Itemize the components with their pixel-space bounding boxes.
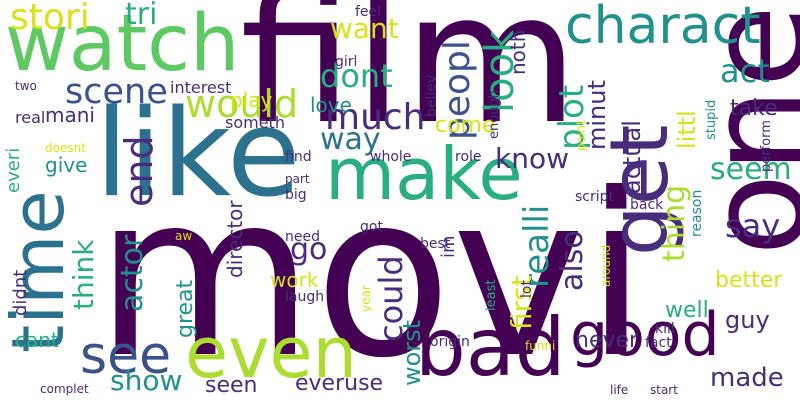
- cloud-word: thing: [657, 185, 692, 263]
- cloud-word: good: [570, 300, 720, 370]
- cloud-word: littl: [673, 110, 701, 149]
- cloud-word: funni: [525, 339, 556, 353]
- cloud-word: work: [270, 268, 319, 292]
- cloud-word: mani: [45, 103, 95, 127]
- cloud-word: minut: [583, 80, 611, 150]
- cloud-word: lot: [519, 280, 535, 298]
- cloud-word: would: [185, 82, 299, 126]
- cloud-word: point: [574, 120, 588, 151]
- cloud-word: everuse: [295, 371, 384, 396]
- cloud-word: noth: [506, 30, 530, 76]
- cloud-word: big: [285, 187, 307, 203]
- cloud-word: film: [240, 0, 579, 164]
- cloud-word: like: [95, 85, 301, 224]
- cloud-word: laugh: [285, 289, 325, 305]
- cloud-word: life: [610, 383, 629, 397]
- cloud-word: movi: [95, 146, 648, 400]
- cloud-word: worst: [398, 320, 426, 387]
- cloud-word: interest: [170, 78, 232, 97]
- cloud-word: best: [420, 236, 451, 252]
- cloud-word: act: [720, 52, 770, 90]
- cloud-word: stori: [10, 0, 90, 38]
- cloud-word: need: [285, 229, 320, 245]
- cloud-word: kill: [655, 321, 675, 337]
- cloud-word: whole: [370, 149, 412, 165]
- cloud-word: role: [455, 149, 482, 165]
- cloud-word: bad: [415, 301, 566, 394]
- cloud-word: stupid: [704, 100, 719, 141]
- cloud-word: take: [730, 96, 778, 121]
- cloud-word: seem: [710, 152, 792, 187]
- cloud-word: aw: [175, 229, 193, 243]
- cloud-word: doesnt: [45, 141, 86, 155]
- cloud-word: everi: [3, 148, 24, 194]
- cloud-word: better: [715, 268, 783, 293]
- cloud-word: fact: [645, 335, 672, 351]
- cloud-word: real: [15, 108, 46, 127]
- cloud-word: script: [575, 189, 615, 205]
- cloud-word: around: [599, 245, 613, 288]
- cloud-word: dont: [320, 57, 393, 95]
- cloud-word: go: [290, 232, 328, 267]
- cloud-word: origin: [430, 334, 470, 350]
- cloud-word: guy: [725, 306, 770, 334]
- cloud-word: two: [15, 79, 37, 93]
- cloud-word: perform: [759, 120, 774, 172]
- cloud-word: tri: [125, 0, 158, 32]
- cloud-word: much: [325, 97, 426, 138]
- cloud-word: know: [495, 142, 569, 175]
- cloud-word: scene: [65, 72, 168, 112]
- cloud-word: cant: [15, 328, 59, 352]
- cloud-word: well: [665, 298, 709, 323]
- cloud-word: least: [484, 280, 499, 312]
- cloud-word: find: [285, 149, 312, 165]
- cloud-word: reason: [689, 190, 705, 238]
- cloud-word: end: [117, 135, 161, 207]
- cloud-word: make: [325, 132, 523, 216]
- cloud-word: start: [650, 383, 678, 397]
- cloud-word: girl: [335, 54, 358, 70]
- cloud-word: didnt: [10, 270, 31, 317]
- cloud-word: got: [360, 219, 383, 235]
- cloud-word: enough: [487, 90, 502, 139]
- cloud-word: see: [80, 326, 172, 386]
- cloud-word: play: [230, 88, 273, 112]
- cloud-word: show: [110, 364, 183, 397]
- cloud-word: back: [630, 197, 664, 213]
- cloud-word: year: [359, 285, 373, 312]
- cloud-word: believ: [424, 75, 440, 118]
- cloud-word: director: [223, 200, 247, 278]
- cloud-word: made: [710, 363, 784, 393]
- cloud-word: think: [67, 240, 100, 311]
- cloud-word: seen: [205, 373, 258, 398]
- cloud-word: also: [555, 230, 590, 291]
- cloud-word: way: [320, 122, 381, 157]
- cloud-word: great: [173, 280, 198, 339]
- cloud-word: want: [330, 12, 399, 45]
- cloud-word: complet: [40, 382, 89, 396]
- cloud-word: someth: [225, 113, 285, 132]
- cloud-word: love: [310, 93, 352, 117]
- cloud-word: watch: [5, 0, 240, 89]
- cloud-word: charact: [565, 0, 761, 56]
- cloud-word: feel: [355, 4, 382, 20]
- cloud-word: say: [725, 207, 781, 245]
- cloud-word: actual: [618, 120, 646, 194]
- cloud-word: never: [575, 328, 639, 353]
- cloud-word: give: [45, 153, 88, 177]
- cloud-word: actor: [115, 235, 150, 313]
- cloud-word: part: [285, 172, 310, 186]
- cloud-word: come: [435, 113, 496, 138]
- cloud-word: even: [185, 312, 357, 394]
